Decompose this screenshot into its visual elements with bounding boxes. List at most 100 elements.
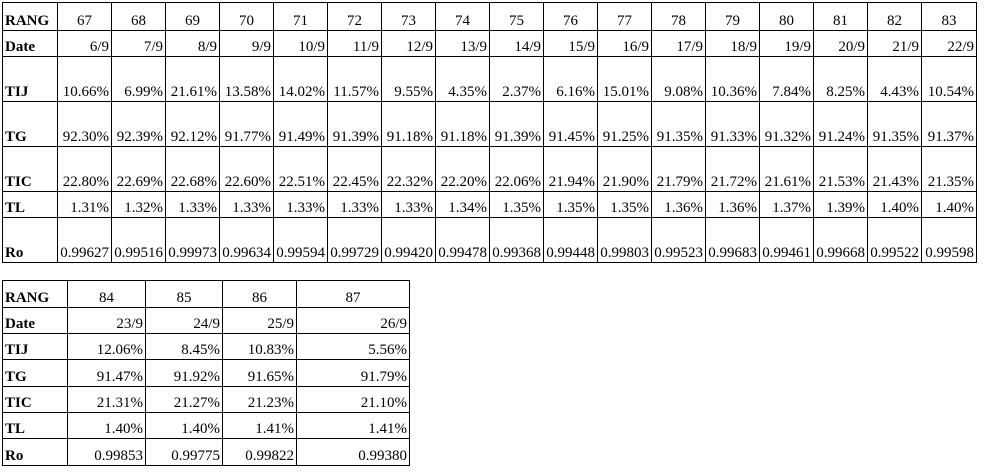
table-row: TL 1.40% 1.40% 1.41% 1.41% — [2, 412, 410, 439]
table-cell: 19/9 — [759, 30, 814, 57]
row-label: Ro — [2, 438, 68, 466]
table-cell: 10.66% — [57, 56, 112, 102]
table-cell: 13.58% — [219, 56, 274, 102]
table-row: TIC 21.31% 21.27% 21.23% 21.10% — [2, 386, 410, 413]
data-table: RANG 84 85 86 87 Date 23/9 24/9 25/9 26/9 TIJ 12.06… — [2, 280, 410, 466]
row-label: Ro — [2, 217, 58, 263]
row-label: Date — [2, 307, 68, 334]
table-cell: 22.80% — [57, 146, 112, 192]
table-cell: 21.53% — [813, 146, 868, 192]
table-cell: 0.99853 — [67, 438, 146, 466]
table-cell: 10.83% — [222, 333, 297, 360]
table-cell: 91.18% — [381, 101, 436, 147]
table-row: Ro 0.99627 0.99516 0.99973 0.99634 0.99594 0.9… — [2, 217, 977, 263]
table-row: Date 23/9 24/9 25/9 26/9 — [2, 307, 410, 334]
table-cell: 21.35% — [921, 146, 977, 192]
table-cell: 68 — [111, 2, 166, 31]
table-cell: 1.40% — [145, 412, 223, 439]
table-cell: 91.37% — [921, 101, 977, 147]
table-cell: 6.99% — [111, 56, 166, 102]
table-cell: 10/9 — [273, 30, 328, 57]
row-label: RANG — [2, 2, 58, 31]
table-cell: 82 — [867, 2, 922, 31]
table-cell: 91.35% — [651, 101, 706, 147]
table-cell: 21.61% — [759, 146, 814, 192]
table-cell: 0.99598 — [921, 217, 977, 263]
table-cell: 10.36% — [705, 56, 760, 102]
table-cell: 83 — [921, 2, 977, 31]
table-cell: 6/9 — [57, 30, 112, 57]
table-cell: 21/9 — [867, 30, 922, 57]
table-cell: 4.43% — [867, 56, 922, 102]
table-cell: 1.40% — [867, 191, 922, 218]
table-cell: 6.16% — [543, 56, 598, 102]
table-cell: 79 — [705, 2, 760, 31]
table-cell: 70 — [219, 2, 274, 31]
row-label: TG — [2, 101, 58, 147]
table-cell: 22.32% — [381, 146, 436, 192]
row-label: TG — [2, 359, 68, 387]
table-cell: 73 — [381, 2, 436, 31]
table-cell: 1.35% — [489, 191, 544, 218]
table-cell: 91.47% — [67, 359, 146, 387]
table-cell: 1.35% — [597, 191, 652, 218]
table-cell: 25/9 — [222, 307, 297, 334]
table-cell: 85 — [145, 280, 223, 308]
table-cell: 2.37% — [489, 56, 544, 102]
table-cell: 92.39% — [111, 101, 166, 147]
table-cell: 7/9 — [111, 30, 166, 57]
table-cell: 91.24% — [813, 101, 868, 147]
table-cell: 22.20% — [435, 146, 490, 192]
table-cell: 0.99683 — [705, 217, 760, 263]
table-cell: 1.33% — [165, 191, 220, 218]
table-cell: 12/9 — [381, 30, 436, 57]
table-cell: 0.99973 — [165, 217, 220, 263]
table-cell: 75 — [489, 2, 544, 31]
table-cell: 21.72% — [705, 146, 760, 192]
table-cell: 14/9 — [489, 30, 544, 57]
table-cell: 21.10% — [296, 386, 410, 413]
table-cell: 0.99380 — [296, 438, 410, 466]
table-cell: 81 — [813, 2, 868, 31]
table-cell: 0.99729 — [327, 217, 382, 263]
table-cell: 0.99448 — [543, 217, 598, 263]
table-cell: 91.45% — [543, 101, 598, 147]
table-cell: 7.84% — [759, 56, 814, 102]
table-cell: 13/9 — [435, 30, 490, 57]
table-cell: 22.06% — [489, 146, 544, 192]
table-cell: 22/9 — [921, 30, 977, 57]
table-cell: 9.08% — [651, 56, 706, 102]
table-cell: 14.02% — [273, 56, 328, 102]
table-cell: 11/9 — [327, 30, 382, 57]
table-cell: 69 — [165, 2, 220, 31]
table-cell: 0.99461 — [759, 217, 814, 263]
table-cell: 72 — [327, 2, 382, 31]
table-cell: 1.36% — [651, 191, 706, 218]
table-cell: 80 — [759, 2, 814, 31]
table-cell: 91.77% — [219, 101, 274, 147]
table-cell: 92.12% — [165, 101, 220, 147]
table-cell: 22.60% — [219, 146, 274, 192]
table-cell: 22.68% — [165, 146, 220, 192]
table-cell: 0.99668 — [813, 217, 868, 263]
table-cell: 5.56% — [296, 333, 410, 360]
table-cell: 1.33% — [327, 191, 382, 218]
table-row: TIJ 12.06% 8.45% 10.83% 5.56% — [2, 333, 410, 360]
table-cell: 91.49% — [273, 101, 328, 147]
table-cell: 1.31% — [57, 191, 112, 218]
table-cell: 1.33% — [219, 191, 274, 218]
table-cell: 91.92% — [145, 359, 223, 387]
table-cell: 1.35% — [543, 191, 598, 218]
table-cell: 0.99516 — [111, 217, 166, 263]
table-cell: 91.33% — [705, 101, 760, 147]
table-cell: 20/9 — [813, 30, 868, 57]
table-cell: 1.34% — [435, 191, 490, 218]
table-cell: 16/9 — [597, 30, 652, 57]
table-cell: 76 — [543, 2, 598, 31]
table-cell: 1.41% — [296, 412, 410, 439]
table-cell: 91.79% — [296, 359, 410, 387]
table-cell: 15.01% — [597, 56, 652, 102]
table-cell: 22.45% — [327, 146, 382, 192]
table-cell: 1.33% — [273, 191, 328, 218]
table-cell: 21.79% — [651, 146, 706, 192]
